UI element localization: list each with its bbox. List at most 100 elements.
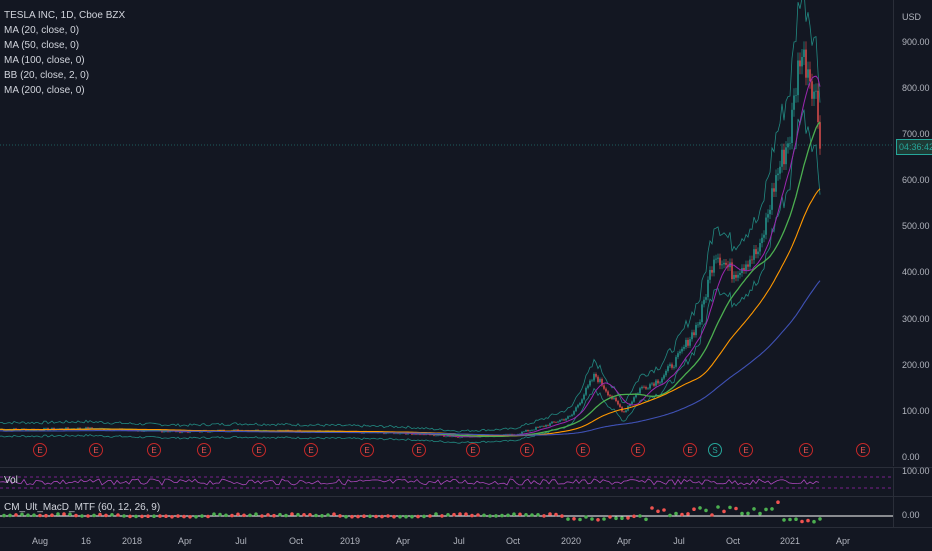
candle-body: [435, 435, 437, 437]
legend-ma50[interactable]: MA (50, close, 0): [4, 40, 80, 51]
earnings-marker[interactable]: E: [252, 443, 266, 457]
earnings-marker[interactable]: E: [412, 443, 426, 457]
legend-ma100[interactable]: MA (100, close, 0): [4, 55, 85, 66]
candle-body: [511, 434, 513, 435]
candle-body: [793, 95, 795, 110]
macd-dot: [290, 512, 294, 516]
candle-body: [167, 431, 169, 433]
candle-body: [749, 259, 751, 267]
candle-body: [411, 433, 413, 435]
volume-axis[interactable]: 100.00: [893, 466, 932, 496]
candle-body: [625, 410, 627, 413]
earnings-marker[interactable]: E: [576, 443, 590, 457]
macd-dot: [380, 514, 384, 519]
candle-body: [613, 397, 615, 399]
ma200-line: [0, 280, 821, 436]
candle-body: [531, 429, 533, 431]
macd-dot: [566, 517, 570, 521]
macd-dot: [608, 515, 612, 519]
candle-body: [565, 418, 567, 421]
candle-body: [753, 249, 755, 260]
candle-body: [677, 353, 679, 358]
candle-body: [765, 217, 767, 235]
volume-axis-tick: 100.00: [902, 466, 930, 476]
candle-body: [787, 143, 789, 148]
candle-body: [287, 430, 289, 431]
macd-dot: [740, 511, 744, 516]
macd-dot: [86, 514, 90, 518]
price-axis[interactable]: USD 1000.00 900.00 800.00 700.00 600.00 500.0…: [893, 0, 932, 466]
candle-body: [725, 262, 727, 265]
earnings-marker[interactable]: E: [466, 443, 480, 457]
macd-dot: [548, 512, 552, 516]
macd-dot: [686, 512, 690, 516]
macd-dot: [650, 506, 654, 510]
candle-body: [605, 388, 607, 392]
price-chart[interactable]: [0, 0, 893, 466]
macd-chart: [0, 500, 893, 524]
earnings-marker[interactable]: E: [631, 443, 645, 457]
time-axis[interactable]: Aug 16 2018 Apr Jul Oct 2019 Apr Jul Oct 2020 Apr Ju…: [0, 527, 932, 551]
earnings-marker[interactable]: E: [856, 443, 870, 457]
legend-bb[interactable]: BB (20, close, 2, 0): [4, 70, 90, 81]
candle-body: [695, 325, 697, 336]
macd-dot: [38, 513, 42, 518]
macd-axis[interactable]: 0.00: [893, 496, 932, 528]
candle-body: [571, 414, 573, 416]
macd-dot: [638, 514, 642, 518]
volume-label[interactable]: Vol: [4, 475, 18, 486]
macd-pane[interactable]: CM_Ult_MacD_MTF (60, 12, 26, 9): [0, 496, 893, 528]
macd-dot: [656, 509, 660, 514]
earnings-marker[interactable]: E: [89, 443, 103, 457]
candle-body: [163, 431, 165, 433]
macd-dot: [128, 514, 132, 519]
macd-dot: [542, 514, 546, 518]
macd-dot: [572, 517, 576, 521]
candle-body: [585, 387, 587, 395]
earnings-marker[interactable]: E: [304, 443, 318, 457]
price-chart-pane[interactable]: TESLA INC, 1D, Cboe BZX MA (20, close, 0…: [0, 0, 893, 466]
macd-dot: [356, 514, 360, 519]
price-tick: 600.00: [902, 175, 930, 186]
macd-dot: [368, 514, 372, 519]
macd-label[interactable]: CM_Ult_MacD_MTF (60, 12, 26, 9): [4, 502, 161, 513]
candle-body: [551, 421, 553, 424]
macd-dot: [44, 513, 48, 518]
earnings-marker[interactable]: E: [33, 443, 47, 457]
candle-body: [805, 49, 807, 78]
earnings-marker[interactable]: E: [799, 443, 813, 457]
earnings-marker[interactable]: E: [683, 443, 697, 457]
legend-symbol[interactable]: TESLA INC, 1D, Cboe BZX: [4, 10, 126, 21]
candle-body: [523, 431, 525, 433]
volume-pane[interactable]: Vol: [0, 467, 893, 496]
candle-body: [683, 346, 685, 349]
candle-body: [535, 427, 537, 430]
candle-body: [405, 433, 407, 435]
candle-body: [233, 429, 235, 431]
earnings-marker[interactable]: E: [520, 443, 534, 457]
macd-dot: [242, 513, 246, 518]
candle-body: [161, 430, 163, 433]
macd-dot: [338, 514, 342, 518]
macd-dot: [518, 512, 522, 517]
earnings-marker[interactable]: E: [739, 443, 753, 457]
candle-body: [505, 434, 507, 435]
candle-body: [747, 264, 749, 267]
candle-body: [817, 90, 819, 123]
earnings-marker[interactable]: E: [360, 443, 374, 457]
bb-upper: [0, 0, 821, 433]
candle-body: [771, 188, 773, 210]
candle-body: [717, 257, 719, 259]
legend-ma200[interactable]: MA (200, close, 0): [4, 85, 85, 96]
macd-dot: [326, 513, 330, 517]
split-marker[interactable]: S: [708, 443, 722, 457]
candle-body: [543, 425, 545, 427]
macd-dot: [482, 513, 486, 518]
candle-body: [715, 258, 717, 260]
macd-dot: [404, 514, 408, 519]
legend-ma20[interactable]: MA (20, close, 0): [4, 25, 80, 36]
macd-dot: [584, 515, 588, 519]
earnings-marker[interactable]: E: [147, 443, 161, 457]
macd-dot: [698, 506, 702, 510]
earnings-marker[interactable]: E: [197, 443, 211, 457]
